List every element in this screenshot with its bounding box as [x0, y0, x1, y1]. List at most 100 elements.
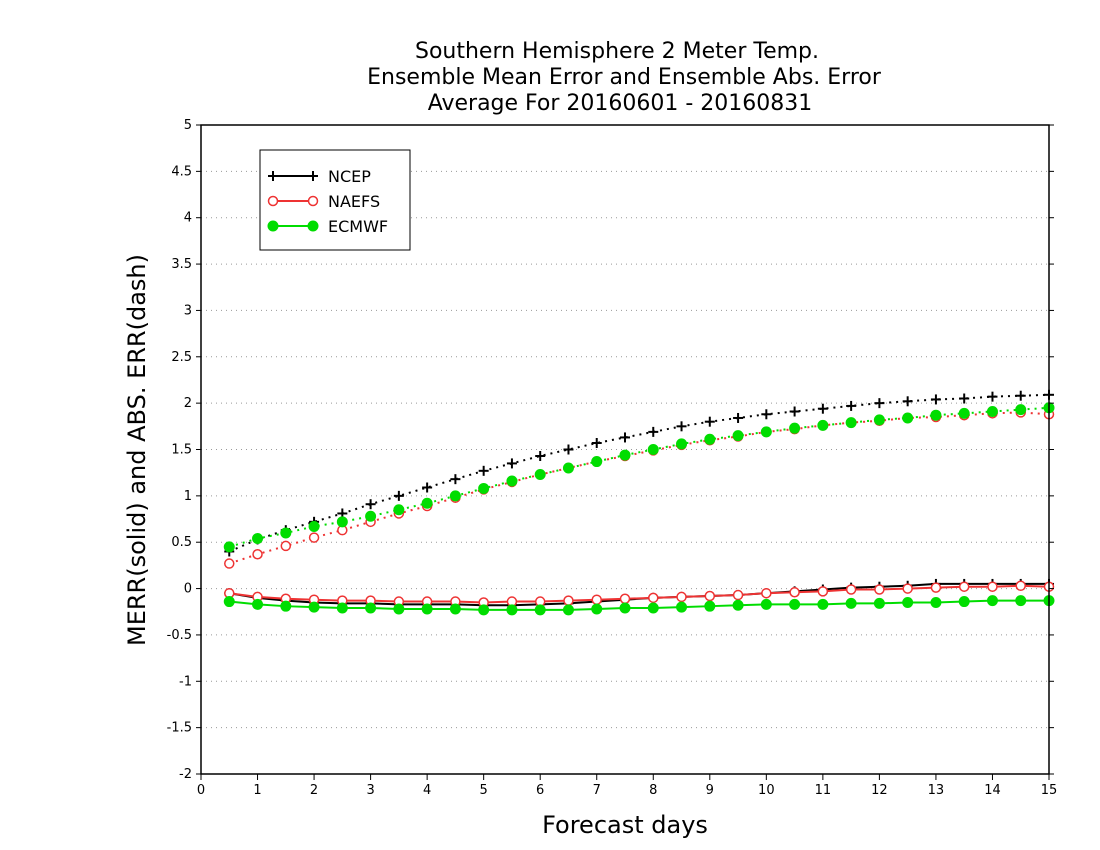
point-ecmwf-mean-err	[817, 598, 829, 610]
point-naefs-mean-err	[704, 590, 716, 602]
point-ecmwf-mean-err	[873, 597, 885, 609]
point-ecmwf-mean-err	[676, 601, 688, 613]
legend-marker-naefs	[307, 195, 319, 207]
legend: NCEP NAEFS ECMWF	[259, 149, 411, 251]
point-ncep-abs-err	[959, 393, 970, 404]
point-ecmwf-abs-err	[760, 426, 772, 438]
point-ecmwf-abs-err	[930, 409, 942, 421]
point-naefs-abs-err	[252, 549, 263, 560]
point-naefs-mean-err	[817, 586, 829, 597]
point-ncep-abs-err	[591, 438, 602, 449]
point-naefs-mean-err	[789, 587, 800, 598]
x-tick-label: 9	[706, 783, 714, 798]
y-tick-label: 2.5	[171, 350, 192, 365]
point-ecmwf-mean-err	[421, 603, 433, 615]
point-naefs-mean-err	[958, 581, 970, 592]
point-ecmwf-abs-err	[1015, 404, 1027, 416]
point-ecmwf-mean-err	[930, 596, 942, 608]
x-tick-label: 10	[758, 783, 775, 798]
point-ecmwf-abs-err	[676, 438, 688, 450]
point-ncep-abs-err	[535, 450, 546, 461]
legend-marker-ecmwf	[307, 220, 319, 232]
point-ecmwf-mean-err	[449, 603, 461, 615]
point-ecmwf-abs-err	[534, 469, 546, 481]
x-tick-label: 11	[815, 783, 832, 798]
point-ecmwf-abs-err	[308, 520, 320, 532]
point-ecmwf-mean-err	[223, 596, 235, 608]
point-ncep-abs-err	[733, 412, 744, 423]
point-ecmwf-abs-err	[732, 430, 744, 442]
point-ecmwf-mean-err	[506, 604, 518, 616]
point-ecmwf-abs-err	[449, 490, 461, 502]
x-tick-label: 1	[253, 783, 261, 798]
point-ecmwf-mean-err	[647, 602, 659, 614]
legend-marker-naefs	[267, 195, 279, 207]
point-naefs-mean-err	[874, 584, 885, 595]
point-naefs-mean-err	[732, 589, 744, 601]
x-tick-label: 5	[480, 783, 488, 798]
y-tick-label: 2	[184, 396, 192, 411]
point-ncep-abs-err	[987, 391, 998, 402]
point-ecmwf-mean-err	[704, 600, 716, 612]
point-naefs-mean-err	[591, 594, 602, 605]
point-ecmwf-mean-err	[365, 602, 377, 614]
point-ecmwf-mean-err	[845, 597, 857, 609]
point-ncep-abs-err	[817, 403, 828, 414]
point-ncep-abs-err	[450, 474, 461, 485]
chart-title-line-3: Average For 20160601 - 20160831	[428, 91, 813, 116]
point-ecmwf-abs-err	[789, 422, 801, 434]
point-ncep-abs-err	[422, 482, 433, 493]
point-ecmwf-mean-err	[789, 598, 801, 610]
point-ncep-abs-err	[846, 400, 857, 411]
series-line-ecmwf-abs-err	[228, 406, 1050, 548]
point-ecmwf-mean-err	[252, 598, 264, 610]
point-ecmwf-mean-err	[1015, 595, 1027, 607]
point-naefs-mean-err	[648, 592, 659, 604]
point-ncep-abs-err	[393, 490, 404, 501]
point-ncep-abs-err	[648, 426, 659, 437]
point-ncep-abs-err	[506, 458, 517, 469]
x-tick-label: 2	[310, 783, 318, 798]
point-ecmwf-mean-err	[732, 599, 744, 611]
y-tick-label: 1	[184, 489, 192, 504]
series-layer	[223, 389, 1055, 616]
y-tick-label: 5	[184, 118, 192, 133]
point-ncep-abs-err	[902, 396, 913, 407]
point-ecmwf-mean-err	[619, 602, 631, 614]
point-ncep-abs-err	[761, 409, 772, 420]
point-ncep-abs-err	[365, 499, 376, 510]
point-ecmwf-abs-err	[958, 407, 970, 419]
point-ecmwf-abs-err	[506, 475, 518, 487]
series-line-naefs-mean-err	[229, 584, 1050, 604]
y-tick-label: 1.5	[171, 443, 192, 458]
point-ncep-abs-err	[704, 416, 715, 427]
x-tick-label: 3	[366, 783, 374, 798]
point-ecmwf-abs-err	[986, 405, 998, 417]
point-ecmwf-abs-err	[591, 456, 603, 468]
chart-title: Southern Hemisphere 2 Meter Temp. Ensemb…	[367, 39, 882, 116]
point-ecmwf-mean-err	[534, 604, 546, 616]
point-ecmwf-abs-err	[478, 482, 490, 494]
point-ecmwf-abs-err	[619, 449, 631, 461]
point-ecmwf-mean-err	[591, 603, 603, 615]
point-ecmwf-mean-err	[308, 601, 320, 613]
legend-marker-ecmwf	[267, 220, 279, 232]
point-ecmwf-mean-err	[760, 598, 772, 610]
y-tick-label: -0.5	[167, 628, 192, 643]
point-naefs-mean-err	[902, 583, 913, 594]
y-tick-label: -1.5	[167, 721, 192, 736]
x-tick-label: 7	[593, 783, 601, 798]
y-tick-label: 3	[184, 303, 192, 318]
point-naefs-mean-err	[619, 593, 631, 605]
point-naefs-abs-err	[224, 558, 235, 569]
point-naefs-mean-err	[987, 581, 998, 592]
x-axis: 0 1 2 3 4 5 6 7 8 9 10 11 12 13 14 15	[197, 774, 1057, 798]
point-naefs-mean-err	[676, 591, 687, 603]
y-tick-label: 4.5	[171, 164, 192, 179]
point-naefs-mean-err	[930, 582, 942, 593]
point-naefs-mean-err	[761, 587, 772, 599]
y-tick-label: 3.5	[171, 257, 192, 272]
x-tick-label: 14	[984, 783, 1001, 798]
y-tick-label: 0.5	[171, 535, 192, 550]
